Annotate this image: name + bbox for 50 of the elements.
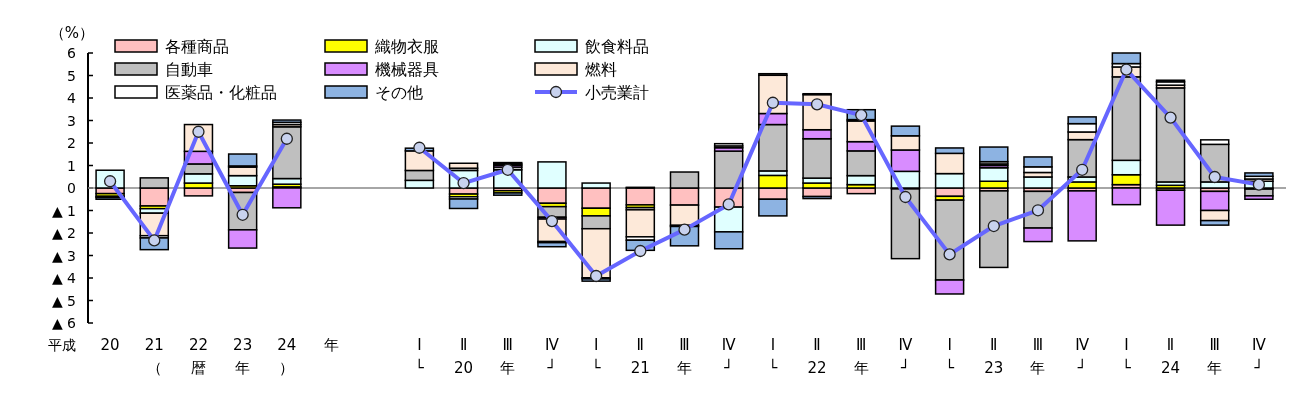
y-tick-label: 3 <box>67 112 76 129</box>
x-tick-label: Ⅲ 年 <box>677 336 692 377</box>
y-axis-title: （%） <box>49 24 95 42</box>
y-tick-label: 2 <box>67 135 76 151</box>
y-tick-label: ▲ 1 <box>51 202 76 219</box>
text: 平成 <box>48 337 76 353</box>
x-tick-label: Ⅱ 21 <box>630 336 650 377</box>
x-tick-label: Ⅱ 22 <box>807 336 827 377</box>
x-tick-label: Ⅰ └ <box>591 336 602 377</box>
x-tick-label: Ⅳ ┘ <box>545 336 560 377</box>
x-tick-label: Ⅲ 年 <box>1030 336 1046 377</box>
legend-label: 織物衣服 <box>374 37 439 56</box>
x-tick-label: Ⅲ 年 <box>853 336 869 377</box>
x-tick-label: Ⅰ └ <box>1121 336 1132 377</box>
x-tick-label: 20 <box>100 336 120 354</box>
y-tick-label: 0 <box>67 180 76 196</box>
y-tick-label: ▲ 5 <box>51 292 76 309</box>
x-tick-label: Ⅰ └ <box>768 336 779 377</box>
legend-label: 各種商品 <box>165 37 229 56</box>
legend-label: 小売業計 <box>585 83 649 102</box>
legend-label: 燃料 <box>585 60 617 79</box>
y-tick-label: 5 <box>67 67 76 84</box>
y-tick-label: 4 <box>67 90 77 106</box>
legend-label: 飲食料品 <box>585 37 649 56</box>
legend-label: 自動車 <box>165 60 213 79</box>
x-tick-label: 年 <box>323 336 339 354</box>
x-tick-label: Ⅳ ┘ <box>721 336 736 377</box>
x-tick-label: 22 暦 <box>188 336 209 377</box>
x-tick-label: 23 年 <box>233 336 253 377</box>
y-tick-label: ▲ 6 <box>51 315 77 331</box>
x-tick-label: Ⅰ └ <box>414 336 425 377</box>
legend-label: 医薬品・化粧品 <box>165 83 277 102</box>
legend-label: その他 <box>375 83 423 102</box>
x-tick-label: Ⅱ 23 <box>984 336 1004 377</box>
y-tick-label: ▲ 3 <box>51 247 76 264</box>
x-tick-label: Ⅱ 24 <box>1160 336 1181 377</box>
x-tick-label: 24 ） <box>277 336 297 377</box>
y-tick-label: 6 <box>67 45 77 61</box>
x-tick-label: Ⅲ 年 <box>500 336 516 377</box>
legend-label: 機械器具 <box>375 60 439 79</box>
y-tick-label: ▲ 2 <box>51 225 76 241</box>
x-tick-label: Ⅳ ┘ <box>1251 336 1266 377</box>
x-tick-label: Ⅳ ┘ <box>1075 336 1090 377</box>
x-tick-label: Ⅳ ┘ <box>898 336 913 377</box>
x-tick-label: Ⅰ └ <box>945 336 956 377</box>
y-tick-label: ▲ 4 <box>51 270 77 286</box>
x-tick-label: Ⅱ 20 <box>454 336 474 377</box>
y-tick-label: 1 <box>67 157 76 174</box>
x-tick-label: 21 （ <box>144 336 164 377</box>
x-tick-label: Ⅲ 年 <box>1207 336 1223 377</box>
